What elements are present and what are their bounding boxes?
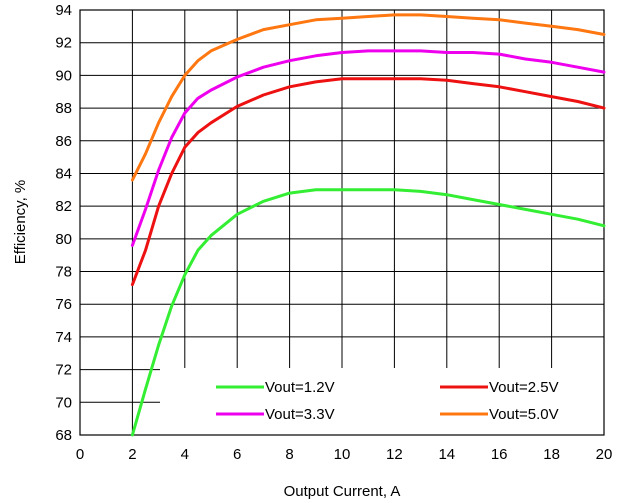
- y-tick-label: 74: [55, 329, 72, 346]
- x-tick-label: 20: [596, 446, 613, 463]
- y-tick-label: 82: [55, 198, 72, 215]
- grid-lines: [80, 10, 604, 435]
- series-line-vout-1-2v: [130, 188, 606, 437]
- legend: Vout=1.2V Vout=2.5V Vout=3.3V Vout=5.0V: [216, 379, 559, 423]
- y-tick-label: 80: [55, 231, 72, 248]
- y-tick-label: 94: [55, 2, 72, 19]
- x-tick-label: 18: [543, 446, 560, 463]
- series-lines: [130, 13, 606, 437]
- y-tick-label: 86: [55, 133, 72, 150]
- series-line-vout-2-5v: [130, 77, 606, 287]
- y-axis-title: Efficiency, %: [12, 180, 29, 264]
- x-tick-label: 12: [386, 446, 403, 463]
- x-axis-title: Output Current, A: [284, 483, 401, 500]
- x-axis-tick-labels: 0 2 4 6 8 10 12 14 16 18 20: [76, 446, 613, 463]
- y-tick-label: 76: [55, 296, 72, 313]
- x-tick-label: 16: [491, 446, 508, 463]
- x-tick-label: 10: [334, 446, 351, 463]
- legend-label: Vout=1.2V: [265, 379, 335, 396]
- legend-label: Vout=5.0V: [489, 406, 559, 423]
- series-line-vout-3-3v: [130, 49, 606, 247]
- y-axis-tick-labels: 68 70 72 74 76 78 80 82 84 86 88 90 92 94: [55, 2, 72, 444]
- x-tick-label: 6: [233, 446, 241, 463]
- y-tick-label: 72: [55, 362, 72, 379]
- x-tick-label: 8: [285, 446, 293, 463]
- y-tick-label: 92: [55, 35, 72, 52]
- x-tick-label: 4: [181, 446, 189, 463]
- x-tick-label: 14: [438, 446, 455, 463]
- legend-label: Vout=3.3V: [265, 406, 335, 423]
- y-tick-label: 90: [55, 67, 72, 84]
- y-tick-label: 88: [55, 100, 72, 117]
- y-tick-label: 78: [55, 264, 72, 281]
- legend-label: Vout=2.5V: [489, 379, 559, 396]
- y-tick-label: 68: [55, 427, 72, 444]
- series-line-vout-5-0v: [130, 13, 606, 182]
- x-tick-label: 2: [128, 446, 136, 463]
- x-tick-label: 0: [76, 446, 84, 463]
- y-tick-label: 70: [55, 394, 72, 411]
- y-tick-label: 84: [55, 165, 72, 182]
